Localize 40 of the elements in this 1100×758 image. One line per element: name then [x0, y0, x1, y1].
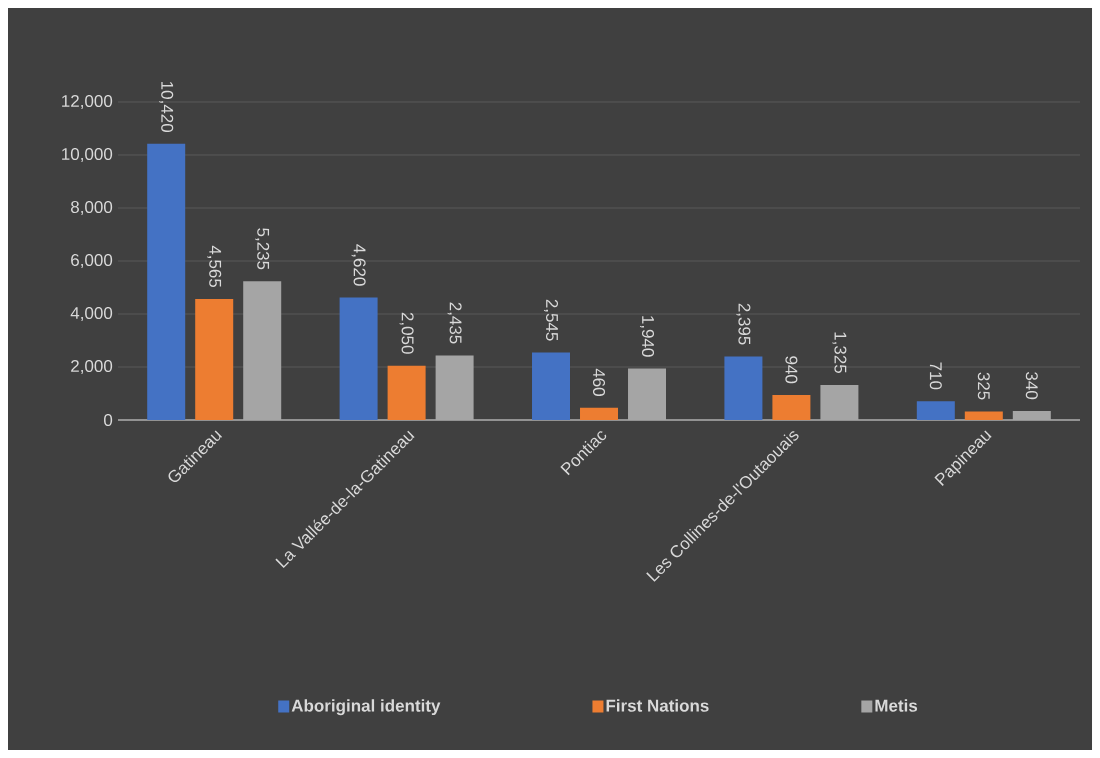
y-tick-label: 10,000: [62, 147, 113, 163]
y-tick-label: 8,000: [70, 200, 113, 216]
legend-label: Aboriginal identity: [291, 699, 441, 716]
data-label: 4,620: [351, 244, 366, 286]
bar: [820, 384, 859, 420]
data-label: 2,435: [447, 302, 462, 344]
data-label: 460: [592, 368, 606, 396]
data-label: 2,545: [543, 299, 559, 341]
bar: [387, 365, 426, 420]
data-label: 2,395: [736, 303, 751, 345]
bar: [435, 355, 474, 420]
bar: [532, 352, 570, 420]
data-label: 1,940: [639, 316, 655, 357]
data-label: 4,565: [207, 245, 222, 288]
y-tick-label: 6,000: [71, 253, 113, 269]
bar: [772, 395, 811, 420]
data-label: 340: [1025, 372, 1038, 400]
data-label: 710: [929, 362, 942, 390]
bar: [580, 407, 619, 420]
y-tick-label: 2,000: [71, 359, 113, 375]
bar: [724, 356, 763, 420]
legend-label: First Nations: [606, 699, 709, 712]
data-label: 2,050: [399, 312, 414, 354]
bar: [1012, 410, 1051, 420]
y-tick-label: 4,000: [70, 306, 113, 322]
data-label: 325: [977, 372, 990, 400]
bar: [243, 281, 282, 420]
legend-label: Metis: [875, 699, 918, 712]
y-tick-label: 12,000: [62, 94, 113, 110]
data-label: 1,325: [832, 332, 847, 373]
bar: [195, 299, 234, 420]
data-label: 10,420: [159, 81, 174, 132]
data-label: 940: [785, 356, 798, 384]
bar: [964, 411, 1003, 420]
bar: [628, 368, 667, 420]
bar: [916, 401, 955, 420]
bar: [147, 143, 186, 420]
data-label: 5,235: [255, 228, 270, 270]
y-tick-label: 0: [104, 413, 113, 427]
bar: [339, 297, 378, 420]
